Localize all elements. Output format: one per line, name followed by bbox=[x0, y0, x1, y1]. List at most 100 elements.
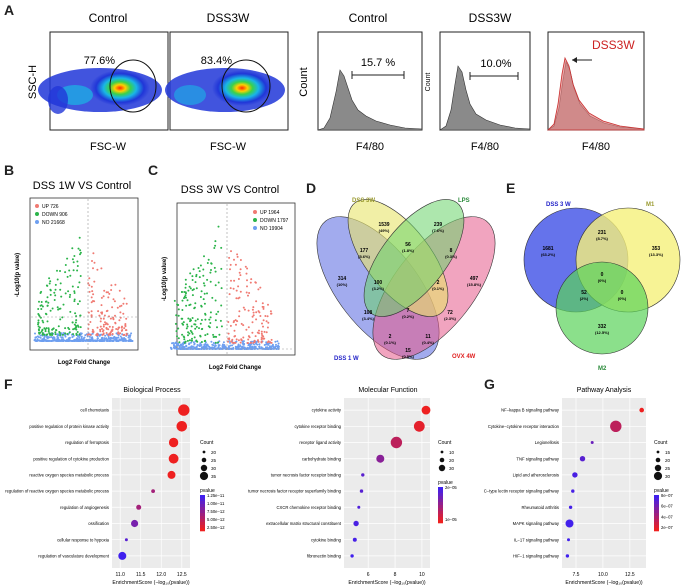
volcano-point bbox=[239, 259, 242, 261]
volcano-point bbox=[227, 340, 229, 343]
flow-y-axis-label: SSC-H bbox=[27, 65, 39, 99]
volcano-point bbox=[252, 306, 255, 309]
volcano-point bbox=[257, 340, 260, 343]
volcano-point bbox=[185, 327, 188, 330]
dot-plot-point bbox=[353, 520, 359, 527]
volcano-point bbox=[175, 341, 178, 344]
volcano-point bbox=[203, 302, 206, 305]
volcano-point bbox=[43, 327, 46, 330]
venn-region-count: 2 bbox=[437, 280, 440, 286]
volcano-point bbox=[49, 293, 52, 296]
volcano-point bbox=[54, 331, 57, 334]
volcano-point bbox=[199, 344, 201, 346]
volcano-point bbox=[175, 344, 178, 347]
flow1-gate bbox=[109, 59, 157, 113]
volcano-point bbox=[41, 333, 44, 336]
volcano-point bbox=[101, 330, 104, 333]
venn-region-count: 52 bbox=[581, 290, 587, 296]
volcano-point bbox=[269, 310, 272, 313]
venn-e-region-labels: 1681(63.2%)231(8.7%)353(13.3%)52(2%)0(0%… bbox=[541, 230, 664, 335]
volcano-point bbox=[210, 262, 213, 265]
volcano-point bbox=[253, 345, 256, 348]
volcano-point bbox=[103, 337, 106, 340]
volcano-point bbox=[36, 338, 39, 341]
hist3-dss-distribution bbox=[547, 56, 645, 131]
volcano-point bbox=[177, 337, 180, 340]
dot-plot-x-tick: 8 bbox=[394, 572, 397, 578]
volcano-point bbox=[43, 336, 46, 339]
venn-region-count: 332 bbox=[598, 324, 607, 330]
dot-plot-count-legend-dot bbox=[439, 457, 445, 463]
volcano-point bbox=[67, 290, 70, 293]
volcano-point bbox=[220, 246, 223, 249]
volcano-point bbox=[188, 343, 190, 346]
venn-region-percent: (0.1%) bbox=[432, 286, 444, 291]
volcano-b-points bbox=[33, 236, 134, 342]
venn-region-count: 353 bbox=[652, 246, 661, 252]
volcano-point bbox=[90, 296, 93, 299]
volcano-point bbox=[56, 269, 58, 272]
dot-plot-point bbox=[357, 505, 361, 509]
dot-plot-p-legend-swatch bbox=[438, 499, 443, 503]
flow2-x-axis-label: FSC-W bbox=[210, 141, 247, 153]
volcano-point bbox=[272, 345, 275, 348]
volcano-point bbox=[91, 290, 94, 293]
volcano-point bbox=[212, 333, 215, 336]
volcano-point bbox=[60, 295, 63, 298]
volcano-point bbox=[232, 287, 235, 290]
volcano-point bbox=[200, 341, 203, 343]
volcano-point bbox=[186, 325, 189, 328]
volcano-point bbox=[123, 297, 126, 300]
volcano-point bbox=[205, 347, 208, 350]
volcano-point bbox=[251, 345, 254, 348]
volcano-point bbox=[182, 321, 185, 324]
volcano-point bbox=[64, 292, 67, 295]
volcano-point bbox=[79, 326, 82, 329]
volcano-point bbox=[210, 269, 212, 271]
volcano-point bbox=[72, 333, 75, 336]
volcano-point bbox=[53, 339, 55, 342]
volcano-point bbox=[179, 343, 182, 346]
volcano-point bbox=[111, 306, 114, 309]
volcano-point bbox=[131, 340, 134, 342]
volcano-point bbox=[214, 240, 217, 243]
volcano-point bbox=[245, 272, 248, 275]
dot-plot-title: Pathway Analysis bbox=[577, 387, 632, 394]
svg-text:NO 19904: NO 19904 bbox=[260, 226, 283, 232]
volcano-point bbox=[114, 322, 117, 325]
volcano-point bbox=[200, 344, 203, 346]
volcano-point bbox=[174, 346, 177, 349]
volcano-point bbox=[46, 333, 49, 336]
dot-plot-point bbox=[124, 538, 128, 542]
volcano-point bbox=[270, 312, 273, 315]
volcano-point bbox=[119, 332, 122, 335]
volcano-point bbox=[38, 329, 40, 332]
volcano-point bbox=[187, 334, 189, 337]
volcano-point bbox=[37, 321, 40, 324]
volcano-point bbox=[76, 337, 78, 340]
volcano-point bbox=[47, 336, 50, 339]
volcano-point bbox=[178, 345, 181, 347]
svg-text:NO 21668: NO 21668 bbox=[42, 220, 65, 226]
volcano-point bbox=[177, 327, 180, 330]
volcano-c-x-label: Log2 Fold Change bbox=[209, 365, 262, 371]
volcano-point bbox=[34, 338, 37, 341]
volcano-point bbox=[58, 340, 61, 342]
volcano-point bbox=[98, 334, 101, 337]
volcano-point bbox=[120, 304, 123, 307]
volcano-point bbox=[194, 319, 197, 322]
volcano-point bbox=[47, 339, 50, 342]
volcano-point bbox=[227, 321, 230, 323]
panel-label-g: G bbox=[484, 376, 495, 392]
volcano-point bbox=[199, 296, 202, 298]
volcano-point bbox=[102, 295, 105, 298]
volcano-point bbox=[239, 290, 242, 293]
dot-plot-p-legend-swatch bbox=[438, 514, 443, 518]
volcano-point bbox=[219, 347, 222, 350]
volcano-point bbox=[181, 309, 184, 311]
dot-plot-point bbox=[565, 554, 570, 558]
volcano-point bbox=[128, 338, 131, 341]
dot-plot-p-legend-swatch bbox=[438, 517, 443, 521]
hist2-title: DSS3W bbox=[469, 11, 512, 25]
volcano-point bbox=[187, 289, 190, 292]
